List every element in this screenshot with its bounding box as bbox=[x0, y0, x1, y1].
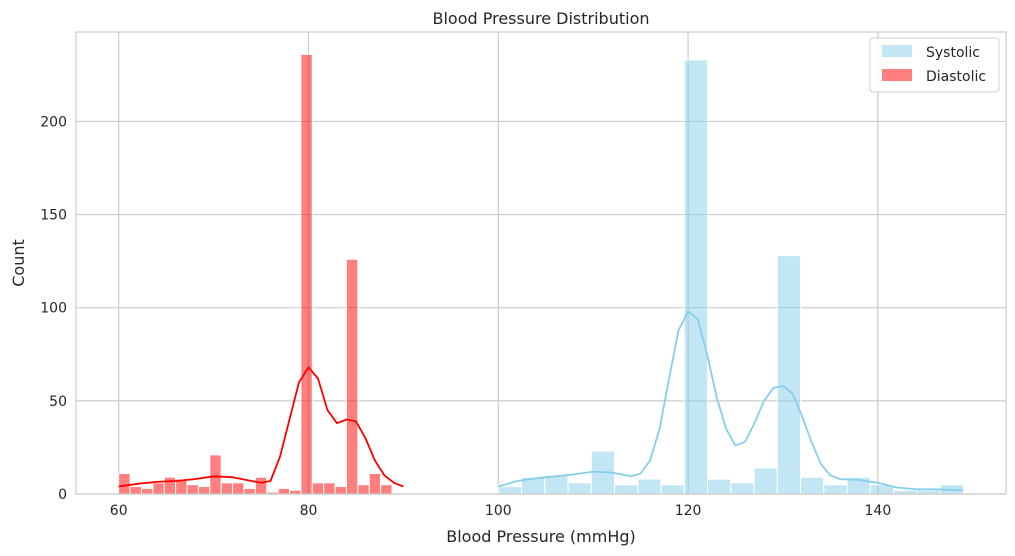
y-tick-label: 150 bbox=[40, 208, 67, 224]
y-axis-label: Count bbox=[9, 239, 28, 287]
histogram-bar-systolic bbox=[823, 484, 848, 495]
x-tick-label: 120 bbox=[675, 503, 702, 519]
histogram-bar-systolic bbox=[707, 478, 732, 495]
y-tick-label: 50 bbox=[49, 394, 67, 410]
histogram-bar-diastolic bbox=[368, 473, 382, 495]
legend-label-systolic: Systolic bbox=[926, 45, 980, 61]
histogram-bars bbox=[118, 53, 964, 495]
histogram-bar-diastolic bbox=[277, 487, 291, 495]
histogram-bar-systolic bbox=[637, 478, 662, 495]
histogram-bar-diastolic bbox=[197, 486, 211, 495]
x-tick-label: 100 bbox=[485, 503, 512, 519]
tick-labels: 60 80 100 120 140 0 50 100 150 200 bbox=[40, 114, 891, 519]
histogram-bar-systolic bbox=[776, 255, 802, 495]
legend-swatch-systolic bbox=[882, 45, 912, 57]
histogram-bar-diastolic bbox=[311, 482, 325, 495]
histogram-bar-systolic bbox=[567, 482, 592, 495]
legend: Systolic Diastolic bbox=[869, 37, 1000, 93]
histogram-bar-systolic bbox=[800, 476, 825, 495]
plot-background bbox=[76, 32, 1006, 494]
histogram-bar-systolic bbox=[544, 474, 569, 495]
histogram-bar-diastolic bbox=[140, 487, 154, 495]
histogram-bar-diastolic bbox=[254, 476, 268, 495]
histogram-bar-diastolic bbox=[232, 482, 245, 495]
y-tick-label: 100 bbox=[40, 301, 67, 317]
plot-frame bbox=[75, 31, 1007, 495]
histogram-bar-diastolic bbox=[209, 454, 222, 495]
x-tick-label: 60 bbox=[110, 503, 128, 519]
kde-curves bbox=[118, 310, 964, 492]
y-tick-label: 200 bbox=[40, 114, 67, 130]
histogram-bar-diastolic bbox=[163, 476, 177, 495]
x-tick-label: 140 bbox=[865, 503, 892, 519]
histogram-bar-diastolic bbox=[243, 487, 256, 495]
histogram-bar-systolic bbox=[683, 59, 709, 495]
histogram-bar-diastolic bbox=[152, 482, 165, 495]
y-tick-label: 0 bbox=[58, 487, 67, 503]
histogram-bar-diastolic bbox=[300, 53, 313, 495]
kde-line-systolic bbox=[498, 310, 964, 492]
x-tick-label: 80 bbox=[300, 503, 318, 519]
x-axis-label: Blood Pressure (mmHg) bbox=[446, 527, 636, 546]
legend-swatch-diastolic bbox=[882, 69, 912, 81]
histogram-bar-diastolic bbox=[186, 484, 199, 495]
histogram-bar-diastolic bbox=[345, 258, 359, 495]
histogram-bar-diastolic bbox=[334, 486, 347, 495]
histogram-bar-systolic bbox=[497, 486, 523, 495]
histogram-bar-systolic bbox=[730, 482, 755, 495]
histogram-bar-systolic bbox=[660, 484, 685, 495]
histogram-bar-diastolic bbox=[380, 484, 393, 495]
histogram-bar-systolic bbox=[614, 484, 639, 495]
histogram-bar-diastolic bbox=[220, 482, 234, 495]
histogram-bar-diastolic bbox=[118, 473, 131, 495]
histogram-bar-diastolic bbox=[357, 484, 370, 495]
kde-line-diastolic bbox=[118, 366, 404, 488]
histogram-bar-systolic bbox=[753, 467, 778, 495]
legend-label-diastolic: Diastolic bbox=[926, 69, 986, 85]
histogram-bar-diastolic bbox=[323, 482, 336, 495]
chart-title: Blood Pressure Distribution bbox=[433, 9, 650, 28]
histogram-bar-diastolic bbox=[129, 486, 142, 495]
